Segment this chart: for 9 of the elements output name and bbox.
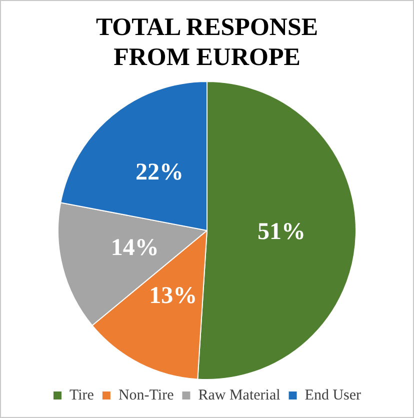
data-label: 13% bbox=[149, 283, 198, 310]
legend-label: Non-Tire bbox=[118, 387, 174, 404]
data-label: 51% bbox=[257, 219, 306, 246]
legend-label: End User bbox=[304, 387, 362, 404]
legend-label: Tire bbox=[69, 387, 94, 404]
data-label: 22% bbox=[136, 159, 184, 186]
data-label: 14% bbox=[110, 235, 159, 262]
legend-label: Raw Material bbox=[198, 387, 280, 404]
chart-title: TOTAL RESPONSE FROM EUROPE bbox=[94, 13, 320, 73]
